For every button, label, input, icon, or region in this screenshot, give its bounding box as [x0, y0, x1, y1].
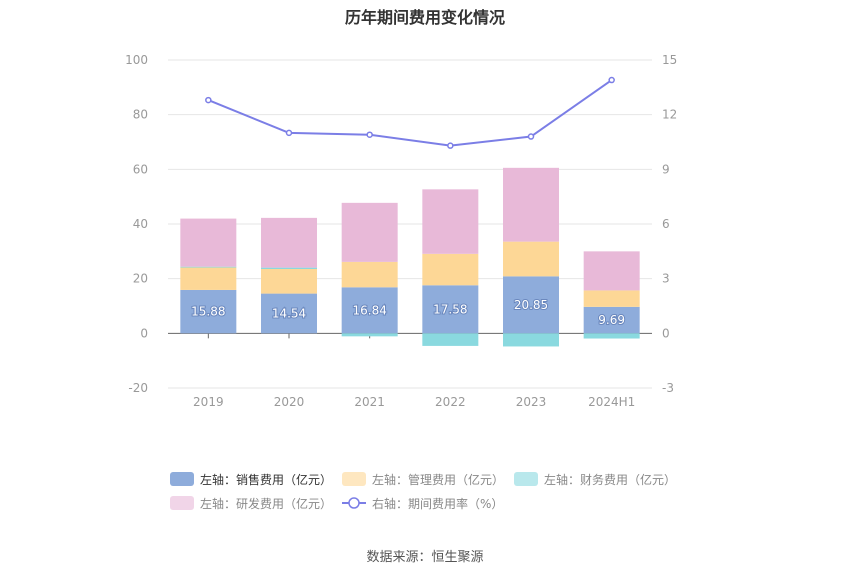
legend-line-swatch: [342, 497, 367, 509]
bar-segment: [583, 251, 640, 291]
bar-segment: [503, 333, 559, 347]
right-tick-label: 0: [662, 326, 670, 340]
bar-segment: [261, 267, 317, 269]
right-tick-label: 3: [662, 272, 670, 286]
line-point: [527, 133, 535, 140]
bar-segment: [422, 333, 479, 346]
legend-item[interactable]: 左轴：研发费用（亿元）: [170, 494, 332, 512]
bar-data-label: 17.58: [433, 302, 467, 316]
bar-segment: [422, 285, 479, 334]
bar-segment: [341, 333, 398, 337]
bar-segment: [583, 306, 640, 334]
bar-segment: [261, 217, 317, 268]
rate-line: [207, 79, 613, 147]
bar-segment: [261, 268, 317, 294]
line-point: [366, 131, 373, 138]
bar-segment: [180, 218, 237, 267]
line-point: [205, 96, 212, 104]
bar-segment: [503, 167, 559, 242]
left-tick-label: 0: [140, 326, 148, 340]
legend-label: 右轴：期间费用率（%）: [372, 496, 504, 511]
legend-label: 左轴：销售费用（亿元）: [200, 472, 333, 487]
legend-label: 左轴：研发费用（亿元）: [200, 496, 333, 511]
left-tick-label: 60: [133, 162, 148, 176]
legend-swatch: [170, 472, 194, 486]
x-tick-label: 2021: [354, 395, 385, 409]
right-tick-label: 6: [662, 217, 670, 231]
line-point: [285, 129, 293, 137]
legend-item[interactable]: 左轴：销售费用（亿元）: [170, 470, 332, 488]
x-tick-label: 2020: [274, 395, 305, 409]
right-tick-label: 15: [662, 53, 677, 67]
x-tick-label: 2022: [435, 395, 466, 409]
right-tick-label: -3: [662, 381, 674, 395]
x-tick-label: 2019: [193, 395, 224, 409]
bar-segment: [422, 253, 479, 286]
legend-swatch: [514, 472, 539, 486]
right-tick-label: 9: [662, 162, 670, 176]
bar-segment: [341, 287, 398, 334]
bar-segment: [180, 289, 237, 334]
left-tick-label: 80: [133, 108, 148, 122]
line-point: [447, 142, 454, 149]
left-tick-label: 20: [133, 272, 148, 286]
x-tick-label: 2024H1: [588, 395, 635, 409]
legend-item[interactable]: 左轴：财务费用（亿元）: [514, 470, 676, 488]
bar-segment: [583, 290, 640, 307]
legend-label: 左轴：管理费用（亿元）: [372, 472, 505, 487]
bar-data-label: 15.88: [191, 305, 225, 319]
legend-label: 左轴：财务费用（亿元）: [544, 472, 677, 487]
bar-data-label: 14.54: [272, 306, 306, 320]
bar-segment: [503, 276, 559, 334]
chart-title: 历年期间费用变化情况: [344, 8, 505, 27]
line-point: [608, 76, 615, 84]
bar-data-label: 16.84: [352, 303, 386, 317]
chart-legend: 左轴：销售费用（亿元） 左轴：管理费用（亿元） 左轴：财务费用（亿元） 左轴：研发费用…: [170, 470, 690, 518]
bar-segment: [503, 241, 559, 277]
bar-data-label: 20.85: [514, 298, 548, 312]
left-tick-label: 40: [133, 217, 148, 231]
bar-segment: [261, 293, 317, 334]
bar-segment: [180, 267, 237, 290]
bar-segment: [341, 202, 398, 262]
right-tick-label: 12: [662, 108, 677, 122]
x-tick-label: 2023: [516, 395, 547, 409]
bar-segment: [422, 189, 479, 254]
bar-segment: [583, 333, 640, 339]
bar-segment: [341, 261, 398, 288]
legend-swatch: [170, 496, 194, 510]
bar-segment: [180, 266, 237, 268]
left-tick-label: -20: [128, 381, 148, 395]
legend-item[interactable]: 右轴：期间费用率（%）: [342, 494, 503, 512]
left-tick-label: 100: [125, 53, 148, 67]
data-source-note: 数据来源：恒生聚源: [366, 550, 484, 565]
legend-swatch: [342, 472, 367, 486]
legend-item[interactable]: 左轴：管理费用（亿元）: [342, 470, 504, 488]
bar-data-label: 9.69: [598, 313, 625, 327]
